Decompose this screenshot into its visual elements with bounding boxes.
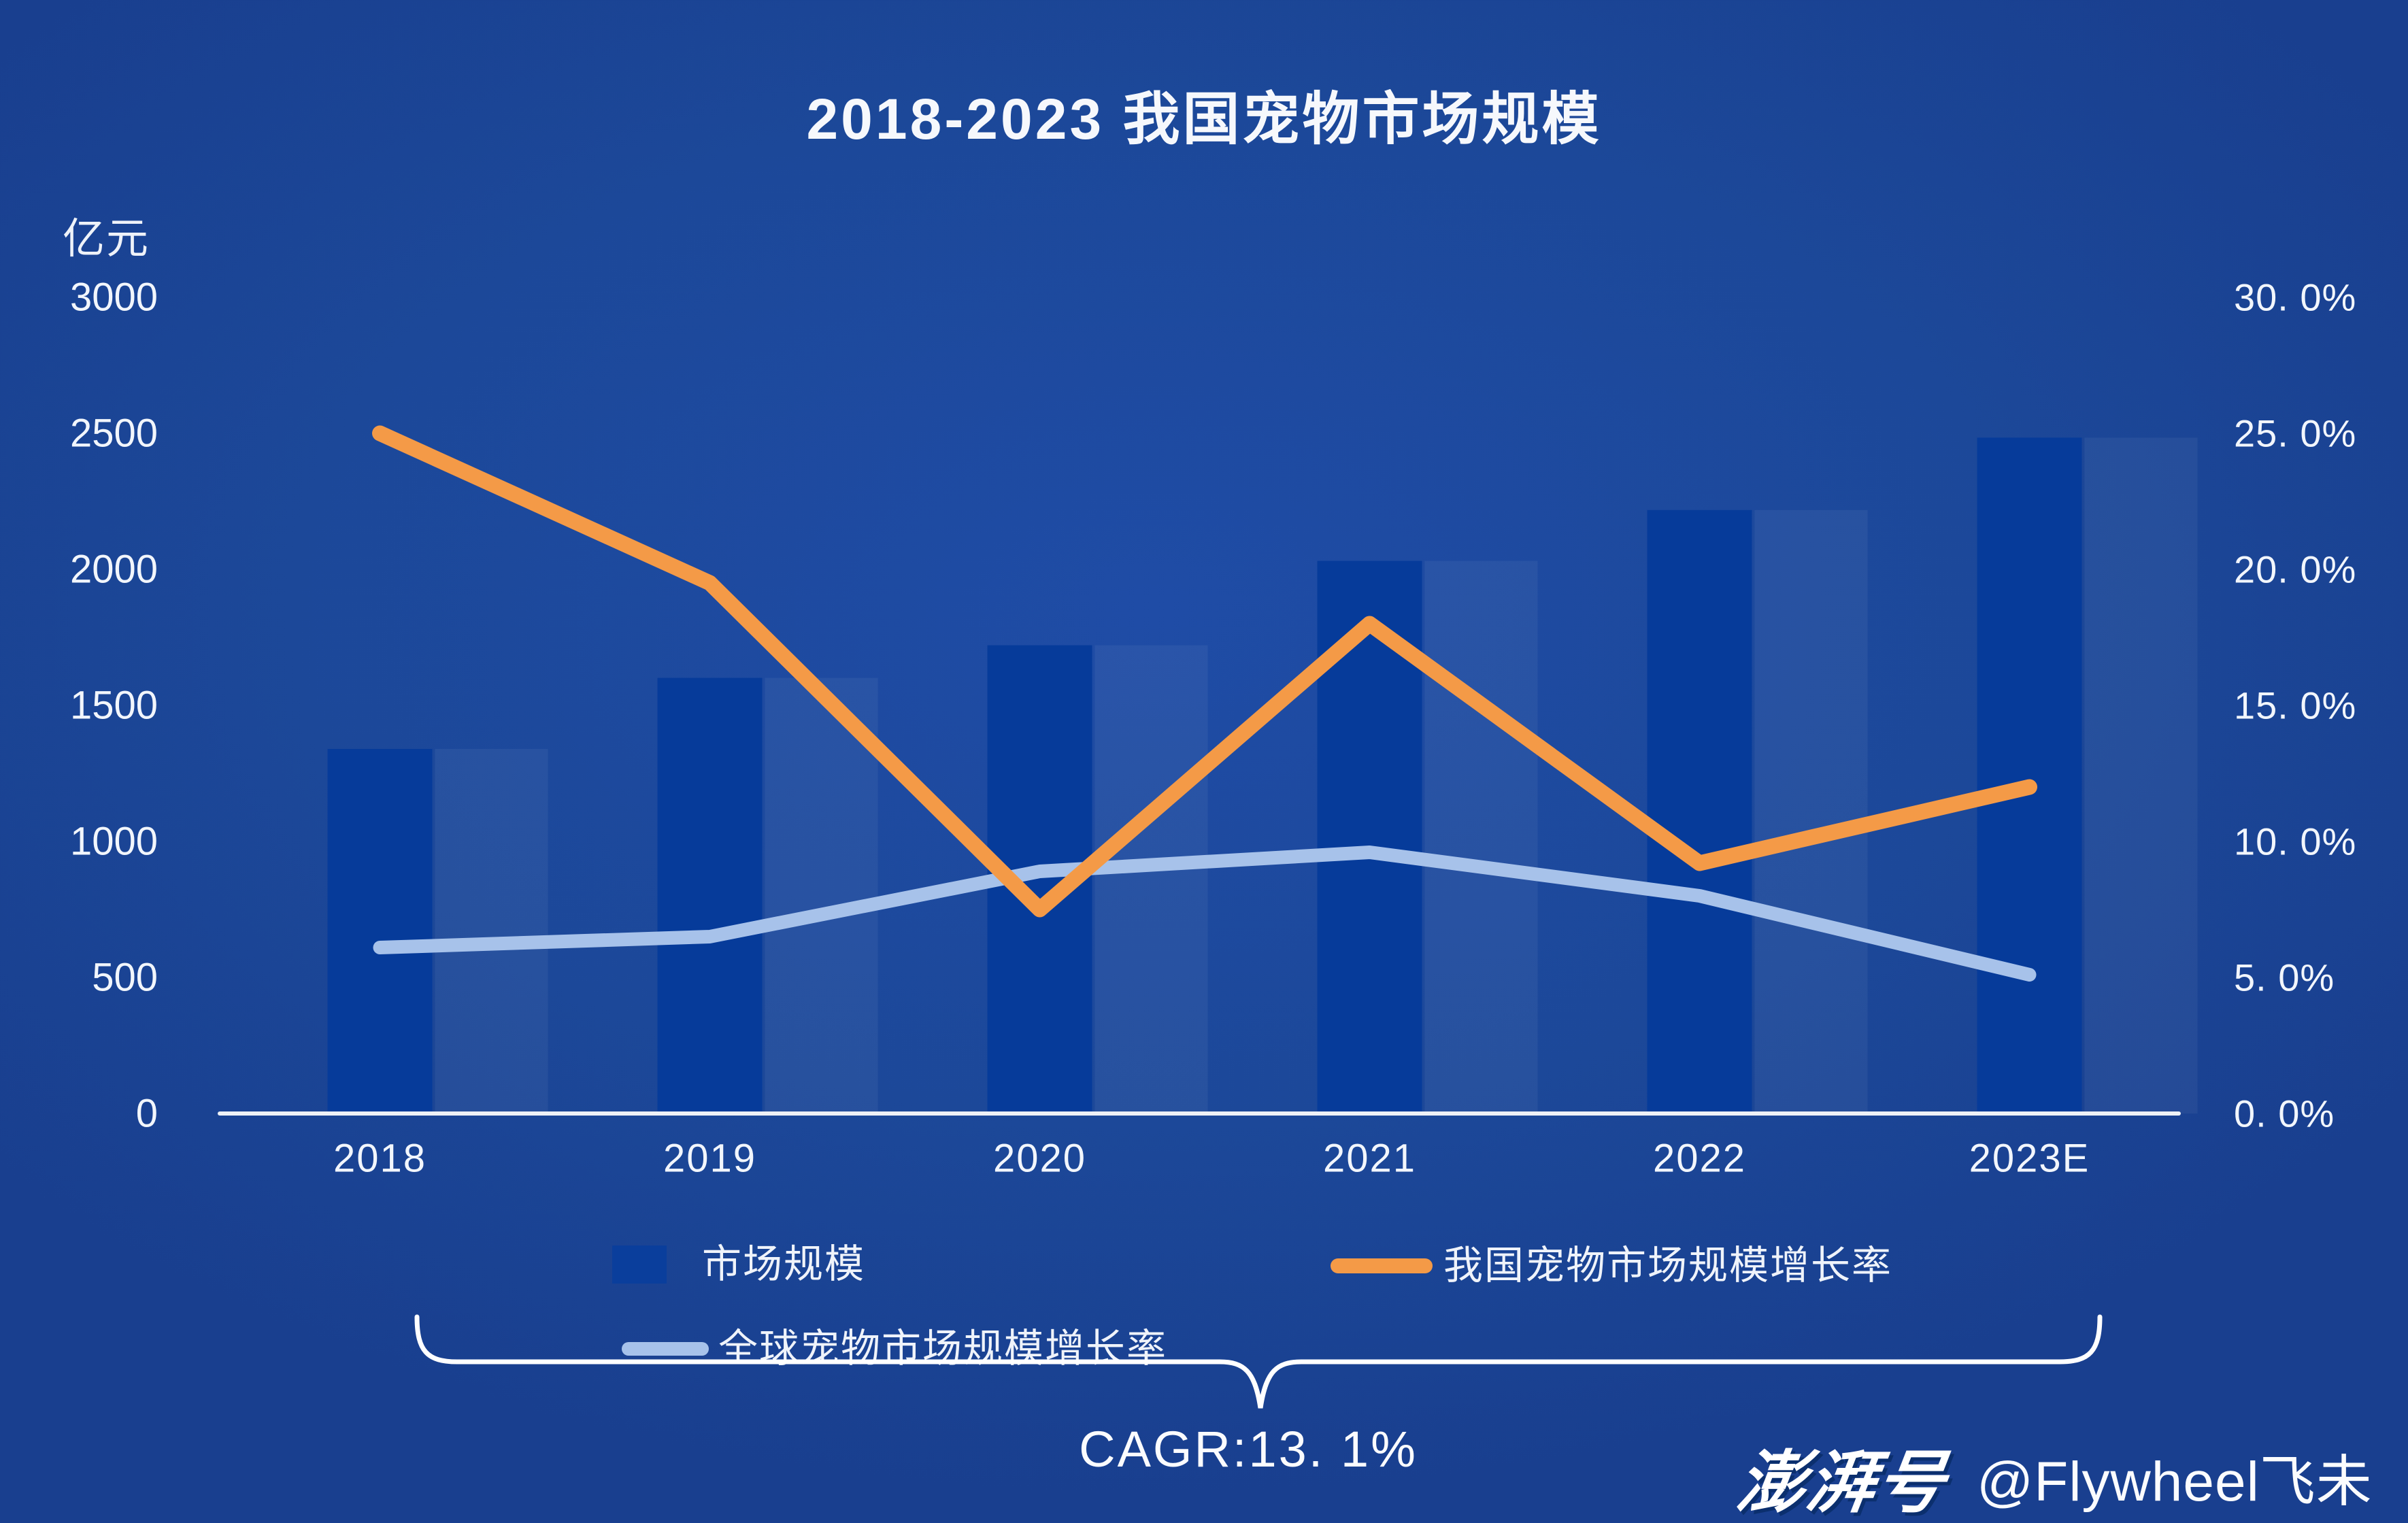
x-axis-line [218, 1111, 2181, 1116]
legend-item-china-growth: 我国宠物市场规模增长率 [1331, 1246, 1892, 1286]
global-line-swatch-icon [622, 1342, 709, 1356]
x-axis-label-2023E: 2023E [1969, 1137, 2090, 1181]
left-axis-tick: 0 [136, 1092, 158, 1136]
bar-2022 [1647, 509, 1752, 1114]
bar-ghost-band [765, 677, 878, 1114]
bar-series-swatch-icon [612, 1245, 667, 1284]
pengpai-logo: 澎湃号 [1732, 1445, 1952, 1521]
china-line-swatch-icon [1331, 1258, 1433, 1273]
legend-label-global-growth: 全球宠物市场规模增长率 [718, 1326, 1168, 1371]
watermark-handle: @Flywheel飞未 [1977, 1451, 2373, 1513]
left-axis-tick: 1500 [70, 684, 158, 728]
x-axis-label-2019: 2019 [663, 1137, 756, 1181]
right-axis-tick: 0. 0% [2234, 1092, 2335, 1135]
global-growth-line [373, 846, 2037, 982]
x-axis-label-2022: 2022 [1653, 1137, 1746, 1181]
x-axis-label-2021: 2021 [1323, 1137, 1416, 1181]
legend-label-market-size: 市场规模 [702, 1242, 866, 1286]
cagr-annotation: CAGR:13. 1% [1079, 1421, 1418, 1477]
china-growth-line [372, 425, 2037, 918]
left-axis-tick: 3000 [70, 275, 158, 320]
legend-label-china-growth: 我国宠物市场规模增长率 [1443, 1243, 1893, 1288]
left-axis-unit-label: 亿元 [63, 216, 150, 263]
watermark: 澎湃号 @Flywheel飞未 [1733, 1427, 2373, 1523]
bar-2018 [327, 749, 433, 1114]
bar-ghost-band [2084, 437, 2198, 1114]
bar-2023E [1977, 437, 2082, 1114]
right-axis-tick: 5. 0% [2234, 956, 2335, 999]
legend-item-global-growth: 全球宠物市场规模增长率 [622, 1329, 1167, 1369]
chart-title: 2018-2023 我国宠物市场规模 [806, 87, 1602, 151]
x-axis-label-2018: 2018 [333, 1137, 427, 1181]
left-axis-tick: 2000 [70, 548, 158, 592]
bar-2019 [657, 677, 763, 1114]
legend-item-market-size: 市场规模 [612, 1245, 865, 1284]
left-axis-tick: 500 [92, 956, 158, 1000]
left-axis-tick: 1000 [70, 820, 158, 864]
right-axis-tick: 25. 0% [2234, 412, 2356, 455]
bar-ghost-band [435, 749, 548, 1114]
right-axis-tick: 30. 0% [2234, 276, 2356, 319]
x-axis-label-2020: 2020 [993, 1137, 1086, 1181]
right-axis-tick: 10. 0% [2234, 820, 2356, 863]
bar-ghost-band [1094, 645, 1208, 1114]
right-axis-tick: 15. 0% [2234, 684, 2356, 727]
left-axis-tick: 2500 [70, 412, 158, 456]
bar-ghost-band [1424, 560, 1538, 1114]
bar-ghost-band [1754, 509, 1868, 1114]
right-axis-tick: 20. 0% [2234, 548, 2356, 591]
